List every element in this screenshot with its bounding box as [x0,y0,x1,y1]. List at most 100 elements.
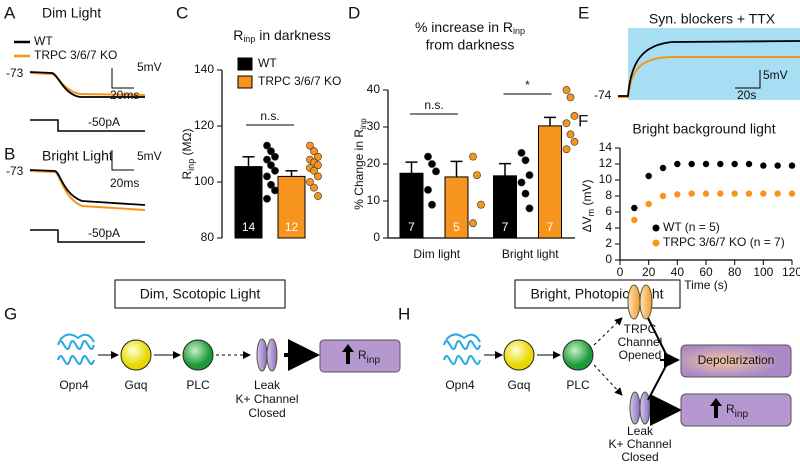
data-point [525,204,534,213]
data-point [717,160,724,168]
node-label: Gαq [125,378,148,392]
x-axis-label: Time (s) [684,278,728,292]
legend-swatch [652,224,660,232]
data-point [566,130,575,139]
label-part: (MΩ) [180,129,194,159]
node-label: Leak [254,378,281,392]
trace [29,169,146,206]
scale-bar [735,70,761,89]
label-part: ΔV [580,216,594,232]
title-sub: inp [513,26,525,36]
data-point [562,86,571,94]
data-point [702,160,710,168]
arrow [593,364,623,396]
plc-icon [562,339,594,371]
trpc-icon [639,284,653,320]
data-point [788,190,796,197]
n-label: 5 [453,220,460,234]
data-point [674,191,681,198]
legend-swatch [652,239,660,247]
data-point [645,200,652,208]
y-tick-label: 120 [194,118,214,132]
condition-box [514,279,681,309]
bar [493,175,517,239]
panel-label: H [398,304,410,323]
trace-title: Bright Light [42,148,113,164]
drug-window [628,28,800,100]
data-point [631,216,638,224]
y-axis-label: Rinp (MΩ) [180,129,196,180]
trpc-icon [627,284,641,320]
label-part: R [726,402,735,416]
y-tick-label: 8 [605,188,612,202]
data-point [688,160,695,168]
node-label: TRPC [624,322,657,336]
scale-label: 5mV [763,68,788,82]
data-point [760,162,767,169]
data-point [774,190,781,197]
condition-title: Dim, Scotopic Light [140,286,261,302]
current-label: -50pA [88,226,120,240]
trace [29,71,145,98]
outcome-box [319,339,401,373]
label-sub: inp [186,159,196,171]
annotation: * [525,78,530,92]
data-point [428,160,436,168]
trace [29,170,146,211]
baseline-label: -73 [6,164,24,178]
panel-label: E [578,3,589,22]
y-tick-label: 0 [605,252,612,266]
n-label: 7 [408,220,415,234]
annotation: n.s. [260,109,279,123]
data-point [424,152,432,161]
data-point [562,145,571,154]
up-arrow-icon [710,398,722,418]
opn4-icon [443,333,481,365]
scale-label: 20ms [110,176,139,190]
outcome-label: Rinp [358,348,380,365]
y-tick-label: 10 [599,172,613,186]
y-tick-label: 14 [599,140,613,154]
baseline-label: -74 [594,88,612,102]
data-point [314,172,322,181]
data-point [760,190,767,197]
legend-label: WT [34,34,53,48]
bar [277,175,306,239]
chart-title: Rinp in darkness [233,27,331,45]
y-tick-label: 6 [605,204,612,218]
node-label: K+ Channel [235,392,298,406]
y-tick-label: 12 [599,156,613,170]
data-point [521,156,530,165]
data-point [267,180,275,189]
data-point [314,192,322,200]
data-point [310,183,318,192]
data-point [562,119,571,128]
x-tick-label: 120 [782,265,800,279]
legend-swatch [237,57,253,71]
bar [234,166,263,239]
data-point [271,152,279,161]
data-point [631,204,638,212]
x-tick-label: 60 [699,265,713,279]
arrow [593,317,623,346]
data-point [267,147,275,156]
trace-title: Dim Light [42,5,101,21]
data-point [267,161,275,170]
data-point [306,178,314,186]
title-part: R [233,27,243,43]
data-point [263,155,271,164]
title-sub: inp [243,34,255,44]
y-axis-label: ΔVm (mV) [580,180,596,233]
x-tick-label: 100 [753,265,773,279]
x-tick-label: 20 [642,265,656,279]
node-label: K+ Channel [608,437,671,451]
x-tick-label: 0 [617,265,624,279]
data-point [731,160,738,168]
outcome-box [680,344,792,378]
up-arrow-icon [342,344,354,364]
n-label: 12 [285,220,299,234]
node-label: PLC [186,378,210,392]
condition-box [114,279,286,309]
n-label: 14 [242,220,256,234]
